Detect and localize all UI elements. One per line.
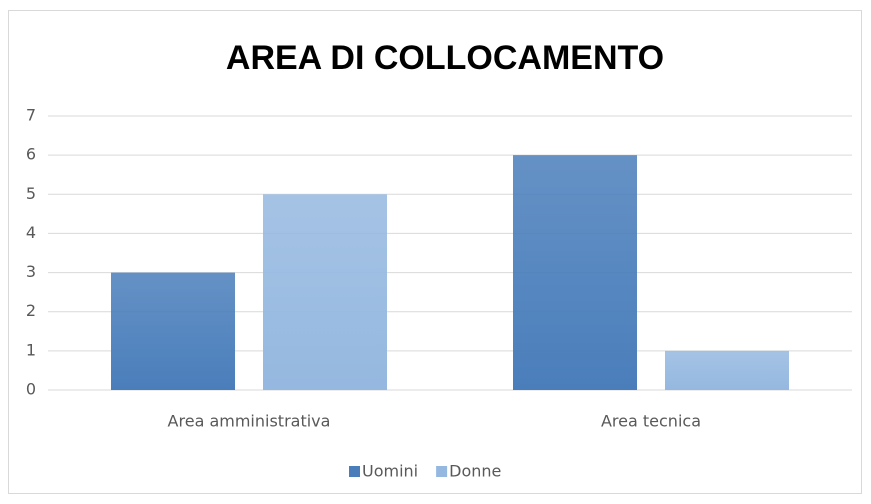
legend-swatch xyxy=(349,466,360,477)
legend-label: Donne xyxy=(449,462,501,481)
y-tick-label: 1 xyxy=(26,340,36,359)
chart-title: AREA DI COLLOCAMENTO xyxy=(226,39,664,77)
x-tick-label: Area amministrativa xyxy=(168,412,331,431)
legend-label: Uomini xyxy=(362,462,418,481)
y-tick-label: 4 xyxy=(26,223,36,242)
y-tick-label: 5 xyxy=(26,184,36,203)
x-tick-label: Area tecnica xyxy=(601,412,701,431)
bar xyxy=(263,194,387,390)
y-tick-label: 0 xyxy=(26,380,36,399)
bar xyxy=(665,350,789,390)
y-tick-label: 6 xyxy=(26,145,36,164)
y-tick-label: 7 xyxy=(26,106,36,125)
y-tick-label: 2 xyxy=(26,301,36,320)
bar xyxy=(513,155,637,390)
bar xyxy=(111,272,235,390)
y-tick-label: 3 xyxy=(26,262,36,281)
chart-frame xyxy=(8,10,862,494)
legend-swatch xyxy=(436,466,448,477)
